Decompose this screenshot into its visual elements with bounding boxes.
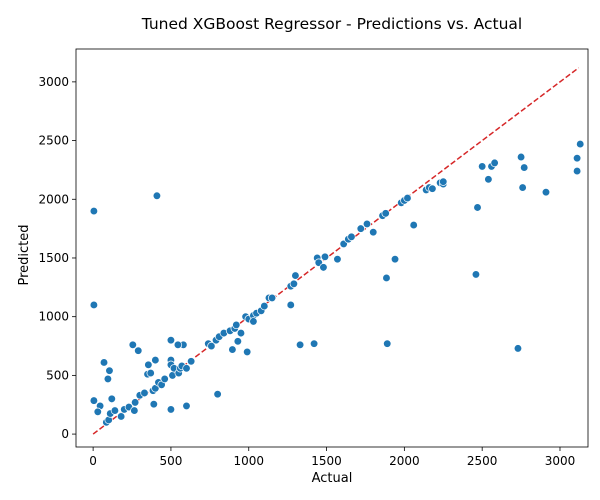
data-point <box>160 374 169 384</box>
data-point <box>513 344 523 353</box>
data-point <box>309 339 319 348</box>
y-tick-label: 1000 <box>38 310 69 324</box>
x-tick-label: 2000 <box>389 454 420 468</box>
data-point <box>382 273 391 283</box>
data-point <box>213 390 222 399</box>
y-tick-label: 2500 <box>38 134 69 148</box>
y-tick-label: 2000 <box>38 192 69 206</box>
data-point <box>151 355 160 365</box>
data-point <box>471 270 481 279</box>
data-point <box>347 232 356 241</box>
data-point <box>516 152 526 162</box>
data-point <box>166 405 176 414</box>
data-point <box>105 366 114 375</box>
data-point <box>383 339 392 348</box>
data-point <box>520 163 529 172</box>
data-point <box>236 328 246 338</box>
data-point <box>572 154 582 163</box>
x-tick-label: 3000 <box>545 454 576 468</box>
x-tick-label: 0 <box>89 454 97 468</box>
data-point <box>107 394 116 404</box>
data-point <box>144 360 153 369</box>
data-point <box>232 320 241 330</box>
data-point <box>291 271 300 280</box>
data-point <box>116 412 126 421</box>
y-tick-label: 3000 <box>38 75 69 89</box>
data-point <box>249 317 258 326</box>
data-point <box>207 341 216 351</box>
data-point <box>182 364 191 373</box>
data-point <box>93 407 102 416</box>
data-point <box>381 209 390 218</box>
y-tick-label: 500 <box>46 368 69 382</box>
data-point <box>439 177 448 186</box>
data-point <box>260 301 269 311</box>
y-axis-label: Predicted <box>17 224 32 285</box>
data-point <box>295 340 305 350</box>
points-layer <box>89 139 585 427</box>
chart-title: Tuned XGBoost Regressor - Predictions vs… <box>141 15 523 33</box>
data-point <box>473 203 482 212</box>
data-point <box>428 184 437 193</box>
data-point <box>173 340 183 350</box>
data-point <box>409 220 418 230</box>
data-point <box>99 358 109 367</box>
plot-frame <box>75 48 589 448</box>
data-point <box>140 388 149 398</box>
data-point <box>320 252 330 261</box>
data-point <box>146 368 155 378</box>
x-axis-label: Actual <box>312 471 353 486</box>
data-point <box>243 347 252 357</box>
data-point <box>289 279 299 288</box>
y-tick-label: 1500 <box>38 251 69 265</box>
data-point <box>356 224 365 233</box>
data-point <box>490 158 499 168</box>
x-ticks: 0 500 1000 1500 2000 2500 3000 <box>89 447 575 468</box>
data-point <box>110 406 120 415</box>
data-point <box>89 300 99 310</box>
data-point <box>286 300 295 310</box>
data-point <box>152 191 162 200</box>
data-point <box>541 188 551 197</box>
data-point <box>478 162 487 171</box>
x-tick-label: 1000 <box>233 454 264 468</box>
data-point <box>130 398 140 407</box>
data-point <box>134 346 143 355</box>
data-point <box>369 228 378 237</box>
data-point <box>166 336 176 345</box>
data-point <box>403 193 412 203</box>
data-point <box>572 166 582 176</box>
data-point <box>319 263 328 272</box>
data-point <box>228 345 237 354</box>
data-point <box>149 399 158 409</box>
x-tick-label: 2500 <box>467 454 498 468</box>
data-point <box>518 183 527 192</box>
data-point <box>484 175 493 184</box>
data-point <box>187 357 196 366</box>
data-point <box>130 406 139 415</box>
y-ticks: 0 500 1000 1500 2000 2500 3000 <box>38 75 76 441</box>
data-point <box>333 255 342 264</box>
data-point <box>576 139 585 149</box>
x-tick-label: 500 <box>159 454 182 468</box>
data-point <box>89 206 99 216</box>
data-point <box>233 337 242 346</box>
data-point <box>390 255 400 264</box>
data-point <box>267 293 277 303</box>
y-axis-label-group: Predicted <box>17 224 32 285</box>
data-point <box>89 396 99 405</box>
y-tick-label: 0 <box>61 427 69 441</box>
data-point <box>182 401 191 411</box>
data-point <box>103 374 113 384</box>
data-point <box>128 340 137 350</box>
data-point <box>362 219 372 229</box>
x-tick-label: 1500 <box>311 454 342 468</box>
